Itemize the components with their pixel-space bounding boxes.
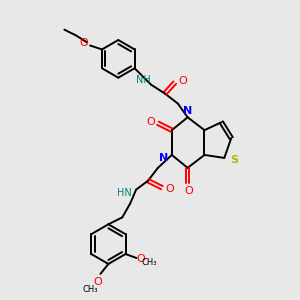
Text: O: O (93, 277, 102, 287)
Text: N: N (183, 106, 192, 116)
Text: CH₃: CH₃ (83, 285, 98, 294)
Text: O: O (184, 186, 193, 196)
Text: O: O (178, 76, 187, 85)
Text: O: O (165, 184, 174, 194)
Text: HN: HN (117, 188, 132, 198)
Text: CH₃: CH₃ (142, 258, 157, 267)
Text: S: S (230, 155, 238, 165)
Text: NH: NH (136, 75, 150, 85)
Text: N: N (159, 153, 169, 163)
Text: O: O (80, 38, 88, 49)
Text: O: O (136, 254, 145, 264)
Text: O: O (147, 117, 155, 127)
